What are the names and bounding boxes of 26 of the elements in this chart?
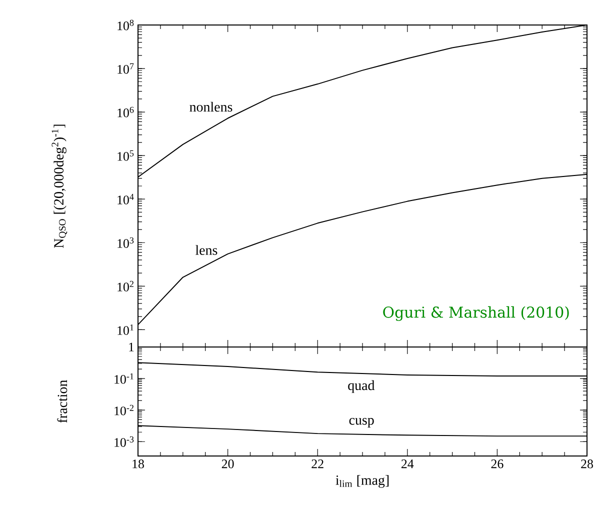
y-tick-label: 1 (129, 342, 134, 352)
y-tick-label: 10$^{5}$ (118, 150, 134, 161)
y-tick-label: 10$^{-1}$ (114, 373, 134, 384)
y-tick-label: 10$^{4}$ (118, 194, 134, 204)
y-tick-label: 10$^{-2}$ (114, 404, 134, 416)
y-tick-label: 10$^{-3}$ (114, 436, 134, 447)
x-tick-label: 28 (581, 460, 593, 468)
x-tick-label: 20 (222, 460, 234, 468)
x-tick-label: 26 (491, 460, 504, 468)
x-axis-title: i$_{lim}$ [mag] (336, 475, 389, 488)
x-tick-label: 22 (312, 460, 324, 468)
x-tick-label: 18 (132, 460, 144, 468)
y-tick-label: 10$^{1}$ (118, 324, 134, 335)
series-label: nonlens (190, 102, 232, 112)
annotation: Oguri & Marshall (2010) (383, 306, 569, 321)
y-tick-label: 10$^{6}$ (118, 106, 134, 118)
y-tick-label: 10$^{7}$ (118, 63, 134, 74)
y-tick-label: 10$^{8}$ (118, 20, 134, 30)
y-axis-title: N$_{QSO}$ [(20,000deg$^{2}$)$^{-1}$] (52, 124, 68, 248)
y-tick-label: 10$^{2}$ (118, 280, 134, 292)
series-label: lens (195, 245, 218, 255)
series-label: cusp (349, 418, 374, 428)
series-label: quad (348, 380, 375, 393)
x-tick-label: 24 (401, 460, 414, 468)
y-axis-title: fraction (57, 380, 68, 423)
y-tick-label: 10$^{3}$ (118, 237, 134, 248)
